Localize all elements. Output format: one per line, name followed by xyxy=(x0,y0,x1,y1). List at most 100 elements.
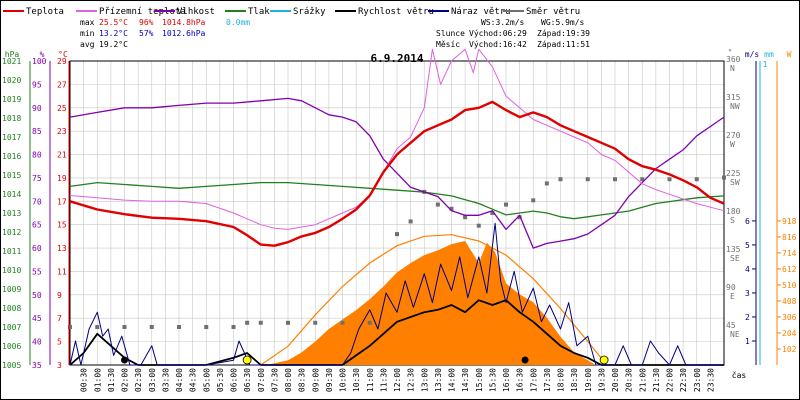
x-tick-label: 18:00 xyxy=(557,368,566,392)
feels-like-line xyxy=(69,48,725,230)
hpa-tick-label: 1011 xyxy=(2,247,21,256)
wind-direction-point xyxy=(531,198,536,203)
x-tick-label: 07:00 xyxy=(257,368,266,392)
wind-direction-point xyxy=(640,177,645,182)
wind-direction-point xyxy=(68,325,72,329)
legend-label-feels: Přízemní teplota xyxy=(99,7,186,17)
pct-tick-label: 80 xyxy=(32,151,42,160)
wind-direction-point xyxy=(286,320,290,325)
pct-tick-label: 55 xyxy=(32,267,42,276)
x-tick-label: 14:00 xyxy=(448,368,457,392)
wind-direction-point xyxy=(435,202,440,207)
wind-direction-point xyxy=(585,177,590,182)
wind-direction-point xyxy=(544,181,549,186)
hpa-tick-label: 1014 xyxy=(2,190,21,199)
legend-label-wind: Rychlost větru xyxy=(358,7,434,17)
x-tick-label: 02:30 xyxy=(134,368,143,392)
x-tick-label: 21:00 xyxy=(638,368,647,392)
pressure-line xyxy=(69,181,725,220)
solar-radiation-area xyxy=(266,241,596,365)
x-tick-label: 01:30 xyxy=(107,368,116,392)
pct-tick-label: 95 xyxy=(32,80,42,89)
solar-layer xyxy=(260,234,608,366)
series-layer xyxy=(68,48,726,366)
pct-tick-label: 60 xyxy=(32,244,42,253)
temperature-line xyxy=(69,100,725,247)
wm2-tick-label: 102 xyxy=(782,345,797,354)
dir-tick-compass: W xyxy=(730,140,735,149)
x-tick-label: 05:00 xyxy=(202,368,211,392)
dir-tick-degrees: 360 xyxy=(726,55,741,64)
wm2-tick-label: 816 xyxy=(782,233,797,242)
pct-tick-label: 40 xyxy=(32,338,42,347)
pct-tick-label: 50 xyxy=(32,291,42,300)
x-tick-label: 08:30 xyxy=(298,368,307,392)
wind-gust-line xyxy=(69,222,724,366)
x-tick-label: 08:00 xyxy=(284,368,293,392)
degc-tick-label: 23 xyxy=(57,127,67,136)
dir-tick-compass: S xyxy=(730,216,735,225)
sun-marker xyxy=(242,355,252,365)
hpa-tick-label: 1006 xyxy=(2,342,21,351)
degc-tick-label: 11 xyxy=(57,267,67,276)
hpa-tick-label: 1018 xyxy=(2,114,21,123)
x-tick-label: 16:30 xyxy=(516,368,525,392)
info-wg: WG:5.9m/s xyxy=(541,18,585,27)
info-moonrise: Východ:16:42 xyxy=(469,40,527,49)
degc-tick-label: 5 xyxy=(57,338,62,347)
stat-min-label: min xyxy=(80,29,95,38)
axis-hpa-label: hPa xyxy=(5,50,20,59)
x-tick-label: 04:00 xyxy=(175,368,184,392)
x-tick-label: 20:30 xyxy=(625,368,634,392)
x-tick-label: 11:00 xyxy=(366,368,375,392)
ms-tick-label: 1 xyxy=(745,337,750,346)
x-tick-label: 15:30 xyxy=(488,368,497,392)
hpa-tick-label: 1010 xyxy=(2,266,21,275)
wm2-tick-label: 306 xyxy=(782,313,797,322)
wind-direction-point xyxy=(231,325,236,329)
degc-tick-label: 3 xyxy=(57,361,62,370)
ms-tick-label: 3 xyxy=(745,289,750,298)
x-tick-label: 01:00 xyxy=(93,368,102,392)
legend-label-rain: Srážky xyxy=(293,7,326,17)
wind-direction-point xyxy=(408,219,413,224)
dir-tick-degrees: 45 xyxy=(726,321,736,330)
degc-tick-label: 15 xyxy=(57,221,67,230)
x-tick-label: 07:30 xyxy=(270,368,279,392)
wind-direction-point xyxy=(95,325,100,329)
wind-direction-point xyxy=(490,211,495,215)
hpa-tick-label: 1019 xyxy=(2,95,21,104)
x-tick-label: 20:00 xyxy=(611,368,620,392)
hpa-tick-label: 1008 xyxy=(2,304,21,313)
x-tick-label: 18:30 xyxy=(570,368,579,392)
dir-tick-degrees: 90 xyxy=(726,283,736,292)
hpa-tick-label: 1013 xyxy=(2,209,21,218)
axes-layer: 00:30 01:00 01:30 02:00 02:30 03:00 03:30 04:00… xyxy=(2,55,797,392)
info-moonset: Západ:11:51 xyxy=(537,40,590,49)
wind-direction-point xyxy=(517,215,522,220)
stats-block: max 25.5°C 96% 1014.8hPa 0.0mm min 13.2°… xyxy=(80,18,250,49)
wind-direction-point xyxy=(558,177,563,182)
dir-tick-compass: SE xyxy=(730,254,740,263)
wind-direction-point xyxy=(667,177,672,182)
wind-direction-point xyxy=(694,177,699,182)
wind-direction-point xyxy=(204,325,209,329)
wind-direction-point xyxy=(504,202,508,207)
x-axis-label: čas xyxy=(732,370,747,380)
legend-label-gust: Náraz větru xyxy=(451,7,511,17)
wind-direction-point xyxy=(395,232,399,237)
dir-tick-degrees: 135 xyxy=(726,245,741,254)
ms-tick-label: 5 xyxy=(745,241,750,250)
hpa-tick-label: 1012 xyxy=(2,228,21,237)
stat-max-press: 1014.8hPa xyxy=(162,18,206,27)
x-tick-label: 03:30 xyxy=(161,368,170,392)
hpa-tick-label: 1017 xyxy=(2,133,21,142)
degc-tick-label: 25 xyxy=(57,104,67,113)
pct-tick-label: 75 xyxy=(32,174,42,183)
x-tick-label: 23:00 xyxy=(693,368,702,392)
x-tick-label: 19:30 xyxy=(597,368,606,392)
wind-direction-point xyxy=(463,215,468,220)
pct-tick-label: 85 xyxy=(32,127,42,136)
axis-ms-label: m/s xyxy=(745,50,760,59)
